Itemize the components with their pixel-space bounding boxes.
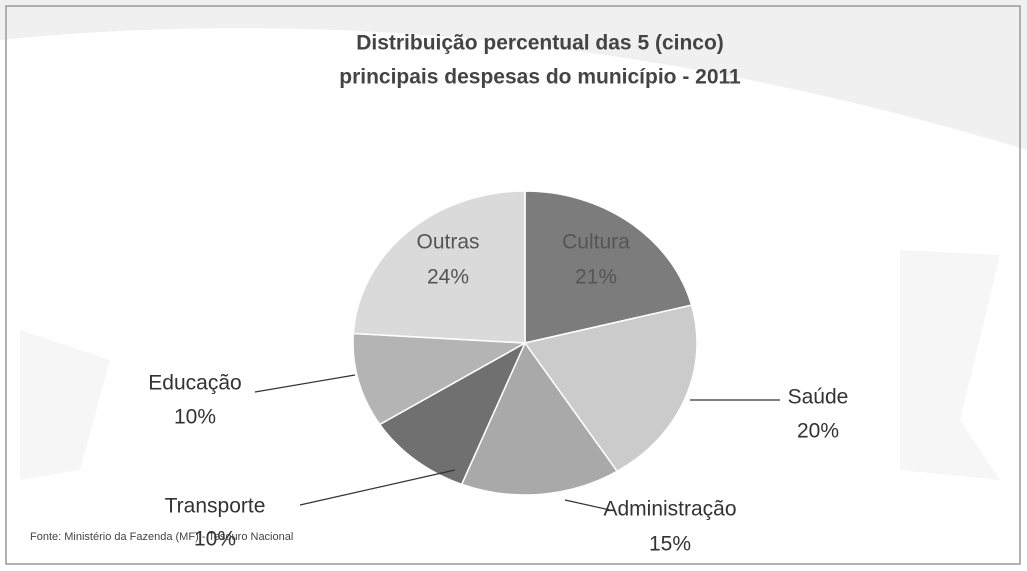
pie-slice (378, 341, 527, 486)
leader-line (564, 499, 611, 511)
pie-slice (352, 332, 528, 426)
chart-title: Distribuição percentual das 5 (cinco) (356, 32, 724, 55)
pie-slice (460, 341, 619, 496)
slice-label: Outras (416, 231, 479, 254)
slice-value-label: 10% (194, 528, 236, 551)
background-shape (900, 250, 1000, 480)
leader-line (299, 469, 456, 506)
slice-label: Cultura (562, 231, 630, 254)
source-note: Fonte: Ministério da Fazenda (MF) - Teso… (30, 531, 293, 543)
background-swoosh (0, 0, 1027, 150)
slice-label: Educação (148, 372, 241, 395)
leader-line (254, 374, 356, 393)
pie-slice (524, 190, 693, 344)
slice-value-label: 10% (174, 406, 216, 429)
slice-value-label: 21% (575, 266, 617, 289)
chart-title: principais despesas do município - 2011 (339, 66, 741, 89)
pie-slice (523, 304, 698, 473)
slice-value-label: 24% (427, 266, 469, 289)
slice-label: Administração (603, 498, 736, 521)
background-shape (20, 330, 110, 480)
slice-value-label: 20% (797, 420, 839, 443)
chart-frame (5, 5, 1021, 565)
pie-slice (352, 190, 526, 344)
slice-value-label: 15% (649, 533, 691, 556)
slice-label: Transporte (165, 495, 266, 518)
slice-label: Saúde (788, 386, 849, 409)
